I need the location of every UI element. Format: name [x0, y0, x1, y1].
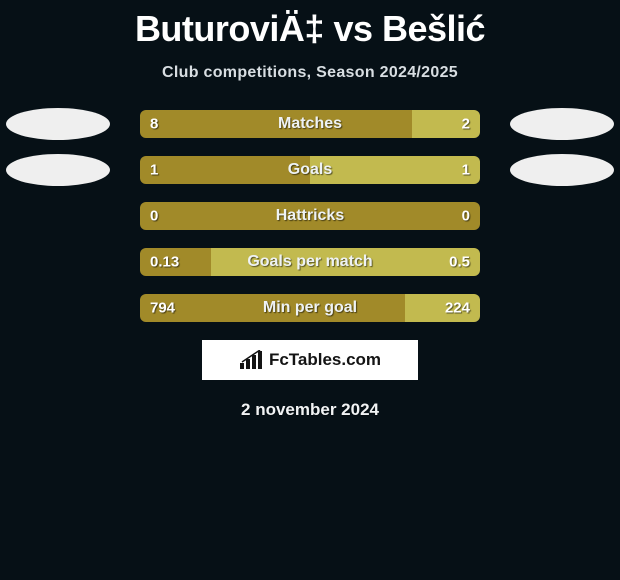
stat-row: 82Matches: [0, 110, 620, 138]
right-ellipse: [510, 108, 614, 140]
page-title: ButuroviÄ‡ vs Bešlić: [0, 0, 620, 50]
stat-right-value: 0: [462, 208, 470, 225]
bar-left: [140, 294, 405, 322]
fctables-icon: [239, 350, 265, 370]
bar-right: [310, 156, 480, 184]
bar-left: [140, 202, 480, 230]
stat-left-value: 794: [150, 300, 175, 317]
stat-row: 00Hattricks: [0, 202, 620, 230]
stat-left-value: 0.13: [150, 254, 179, 271]
bar-left: [140, 156, 310, 184]
bar-right: [211, 248, 480, 276]
stat-right-value: 1: [462, 162, 470, 179]
stat-row: 794224Min per goal: [0, 294, 620, 322]
stat-bar: 11Goals: [140, 156, 480, 184]
stat-right-value: 0.5: [449, 254, 470, 271]
stat-left-value: 8: [150, 116, 158, 133]
stat-bar: 794224Min per goal: [140, 294, 480, 322]
stat-left-value: 0: [150, 208, 158, 225]
stat-row: 0.130.5Goals per match: [0, 248, 620, 276]
comparison-chart: 82Matches11Goals00Hattricks0.130.5Goals …: [0, 110, 620, 322]
logo-box: FcTables.com: [202, 340, 418, 380]
right-ellipse: [510, 154, 614, 186]
date-text: 2 november 2024: [0, 400, 620, 420]
stat-bar: 00Hattricks: [140, 202, 480, 230]
stat-row: 11Goals: [0, 156, 620, 184]
page-subtitle: Club competitions, Season 2024/2025: [0, 64, 620, 82]
left-ellipse: [6, 108, 110, 140]
logo-text: FcTables.com: [269, 350, 381, 370]
stat-left-value: 1: [150, 162, 158, 179]
stat-right-value: 2: [462, 116, 470, 133]
left-ellipse: [6, 154, 110, 186]
bar-left: [140, 110, 412, 138]
stat-bar: 82Matches: [140, 110, 480, 138]
stat-bar: 0.130.5Goals per match: [140, 248, 480, 276]
stat-right-value: 224: [445, 300, 470, 317]
